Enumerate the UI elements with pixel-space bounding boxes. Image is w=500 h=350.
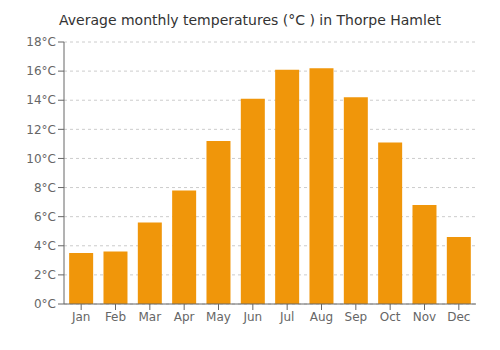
svg-text:Jun: Jun xyxy=(242,310,262,324)
svg-text:May: May xyxy=(206,310,231,324)
svg-text:0°C: 0°C xyxy=(34,297,56,311)
svg-text:Nov: Nov xyxy=(413,310,436,324)
svg-text:14°C: 14°C xyxy=(26,93,56,107)
svg-text:16°C: 16°C xyxy=(26,64,56,78)
svg-text:8°C: 8°C xyxy=(34,181,56,195)
svg-text:Aug: Aug xyxy=(310,310,333,324)
svg-text:6°C: 6°C xyxy=(34,210,56,224)
svg-text:Feb: Feb xyxy=(105,310,126,324)
svg-text:Sep: Sep xyxy=(345,310,368,324)
svg-text:10°C: 10°C xyxy=(26,152,56,166)
svg-text:18°C: 18°C xyxy=(26,35,56,49)
svg-text:Mar: Mar xyxy=(139,310,162,324)
svg-text:4°C: 4°C xyxy=(34,239,56,253)
svg-text:Dec: Dec xyxy=(447,310,470,324)
svg-text:Apr: Apr xyxy=(174,310,195,324)
svg-text:Oct: Oct xyxy=(380,310,401,324)
svg-text:Jan: Jan xyxy=(71,310,91,324)
svg-text:2°C: 2°C xyxy=(34,268,56,282)
svg-text:12°C: 12°C xyxy=(26,123,56,137)
html-text:Average monthly temperatures (: Average monthly temperatures (°C ) in Th… xyxy=(59,12,441,28)
svg-text:Jul: Jul xyxy=(279,310,294,324)
